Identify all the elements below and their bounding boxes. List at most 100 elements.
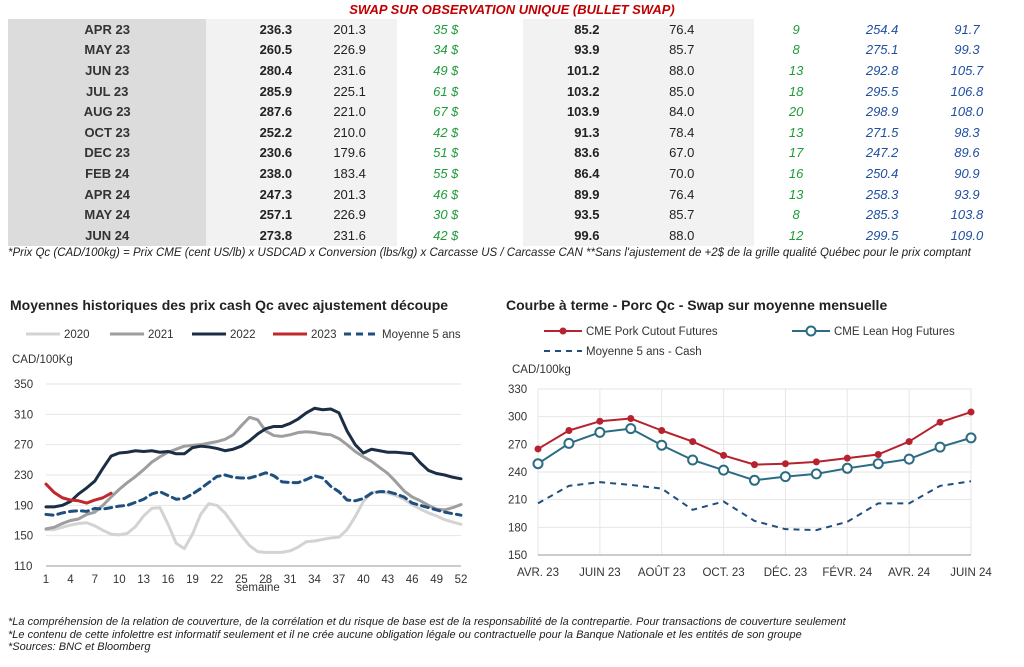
right-chart-title: Courbe à terme - Porc Qc - Swap sur moye… xyxy=(506,297,888,313)
cell-v2: 231.6 xyxy=(302,60,398,81)
cell-v6: 13 xyxy=(788,62,804,78)
cell-v8: 103.8 xyxy=(950,207,984,223)
cell-v7: 258.3 xyxy=(865,186,899,202)
cell-v1: 236.3 xyxy=(206,19,303,40)
cell-v1: 260.5 xyxy=(206,39,303,61)
x-tick-label: 49 xyxy=(430,574,443,586)
cell-v4: 99.6 xyxy=(523,224,610,246)
cell-v5: 70.0 xyxy=(609,163,754,184)
cell-v6: 9 xyxy=(792,21,800,37)
x-tick-label: JUIN 24 xyxy=(950,567,992,579)
cell-month: JUN 24 xyxy=(8,224,207,246)
cell-v1: 252.2 xyxy=(206,121,303,143)
y-tick-label: 180 xyxy=(508,522,527,534)
cell-v4: 91.3 xyxy=(523,121,610,143)
y-tick-label: 350 xyxy=(14,379,33,391)
series-line-2 xyxy=(44,406,463,509)
legend-marker xyxy=(559,327,567,335)
cell-v6: 20 xyxy=(788,104,804,120)
table-row: APR 24 247.3 201.3 46 $ 89.9 76.4 13 258.3 93.9 xyxy=(8,183,1008,205)
x-tick-label: OCT. 23 xyxy=(702,567,744,579)
y-axis-label: CAD/100Kg xyxy=(12,354,73,366)
y-tick-label: 150 xyxy=(14,531,33,543)
cell-v3: 55 $ xyxy=(433,165,459,181)
data-point xyxy=(720,451,728,459)
cell-v3: 61 $ xyxy=(433,83,459,99)
note-1: *La compréhension de la relation de couv… xyxy=(8,616,846,628)
cell-v6: 8 xyxy=(792,42,800,58)
x-tick-label: 31 xyxy=(284,574,297,586)
data-point xyxy=(532,458,544,470)
cell-month: APR 23 xyxy=(8,19,207,40)
cell-v5: 67.0 xyxy=(609,142,754,164)
cell-v3: 49 $ xyxy=(433,62,459,78)
cell-v6: 17 xyxy=(788,145,804,161)
cell-v7: 250.4 xyxy=(865,165,899,181)
cell-month: JUL 23 xyxy=(8,80,207,102)
data-point xyxy=(718,464,730,476)
data-point xyxy=(936,418,944,426)
cell-v5: 76.4 xyxy=(609,183,754,205)
legend-item: 2022 xyxy=(192,329,256,341)
legend-label: 2023 xyxy=(311,329,337,341)
x-tick-label: 4 xyxy=(67,574,74,586)
data-point xyxy=(874,450,882,458)
y-tick-label: 230 xyxy=(14,470,33,482)
series-line-2 xyxy=(537,480,972,532)
series-line-4 xyxy=(44,471,463,517)
x-tick-label: 25 xyxy=(235,574,248,586)
cell-v6: 8 xyxy=(792,207,800,223)
cell-v2: 179.6 xyxy=(302,142,398,164)
x-tick-label: 1 xyxy=(43,574,49,586)
table-row: OCT 23 252.2 210.0 42 $ 91.3 78.4 13 271.5 98.3 xyxy=(8,121,1008,143)
cell-v1: 257.1 xyxy=(206,204,303,225)
cell-v4: 83.6 xyxy=(523,142,610,164)
cell-v6: 12 xyxy=(788,227,804,243)
legend-label: 2022 xyxy=(230,329,256,341)
legend-label: 2021 xyxy=(148,329,174,341)
legend-item: 2020 xyxy=(26,329,90,341)
data-point xyxy=(934,441,946,453)
cell-v4: 89.9 xyxy=(523,183,610,205)
table-row: JUL 23 285.9 225.1 61 $ 103.2 85.0 18 295.5 106.… xyxy=(8,80,1008,102)
cell-v3: 42 $ xyxy=(433,124,459,140)
cell-v7: 292.8 xyxy=(865,62,899,78)
legend-item: CME Pork Cutout Futures xyxy=(544,326,718,338)
cell-v1: 273.8 xyxy=(206,224,303,246)
cell-v4: 103.9 xyxy=(523,101,610,122)
data-point xyxy=(967,408,975,416)
legend-item: CME Lean Hog Futures xyxy=(792,325,955,338)
y-tick-label: 190 xyxy=(14,500,33,512)
forward-curve-chart: 150 180 210 240 270 300 330 AVR. 23 JUIN 23 AOÛT … xyxy=(508,325,992,579)
data-point xyxy=(781,460,789,468)
y-tick-label: 210 xyxy=(508,495,527,507)
cell-v1: 247.3 xyxy=(206,183,303,205)
data-point xyxy=(563,437,575,449)
cell-v3: 67 $ xyxy=(433,104,459,120)
cell-v5: 85.7 xyxy=(609,39,754,61)
cell-v3: 51 $ xyxy=(433,145,459,161)
cell-v4: 103.2 xyxy=(523,80,610,102)
series-line-3 xyxy=(44,482,113,505)
data-point xyxy=(534,445,542,453)
legend-item: Moyenne 5 ans xyxy=(344,329,461,341)
data-point xyxy=(903,453,915,465)
cell-v1: 285.9 xyxy=(206,80,303,102)
cell-v8: 109.0 xyxy=(950,227,984,243)
legend-item: 2021 xyxy=(110,329,174,341)
series-line-1 xyxy=(44,415,463,531)
x-tick-label: 52 xyxy=(455,574,468,586)
cell-v1: 238.0 xyxy=(206,163,303,184)
x-tick-label: 37 xyxy=(333,574,346,586)
data-point xyxy=(841,462,853,474)
table-row: APR 23 236.3 201.3 35 $ 85.2 76.4 9 254.4 91.7 xyxy=(8,19,1008,40)
cell-v7: 299.5 xyxy=(865,227,899,243)
cell-v7: 298.9 xyxy=(865,104,899,120)
data-point xyxy=(625,423,637,435)
data-point xyxy=(905,438,913,446)
x-tick-label: 40 xyxy=(357,574,370,586)
cell-v7: 295.5 xyxy=(865,83,899,99)
y-tick-label: 110 xyxy=(14,561,32,573)
cell-v3: 34 $ xyxy=(433,42,459,58)
legend-label: 2020 xyxy=(64,329,90,341)
